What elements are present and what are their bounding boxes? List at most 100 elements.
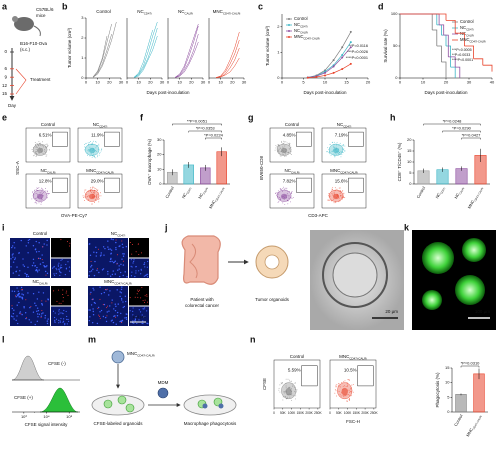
event-dot [41,187,42,189]
x-axis-title: Days post-inoculation [146,90,190,95]
scale-bar-label: 100 μm [133,314,147,319]
x-tick-label: 10 [136,80,141,85]
organoid-icon [125,403,135,413]
nucleus [65,263,67,266]
event-dot [84,200,85,202]
event-dot [288,143,290,145]
nucleus [12,253,14,255]
nucleus [103,254,105,256]
nucleus [112,321,115,324]
event-dot [275,192,276,194]
nucleus [132,320,134,322]
event-dot [342,145,344,147]
event-dot [328,193,330,194]
event-dot [84,146,86,148]
event-dot [276,146,278,148]
survival-step [436,45,442,62]
signal [115,239,117,241]
tumor-curve [174,25,199,78]
event-dot [43,195,45,197]
event-dot [337,152,339,154]
plot-title: NCCD47i [337,122,352,128]
legend-label: Control [460,19,474,24]
event-dot [289,386,291,388]
event-dot [338,144,340,146]
nucleus [141,322,143,325]
event-dot [100,195,102,197]
nucleus [22,264,24,266]
nucleus [40,315,42,317]
x-axis-title: FSC-H [346,419,360,424]
event-dot [92,190,94,192]
nucleus [145,275,147,277]
nucleus [143,262,146,264]
nucleus [116,289,118,291]
signal [141,287,143,289]
tumor-curve [215,39,240,78]
image-title: NCCALRi [33,279,48,285]
event-dot [41,198,43,200]
nucleus [18,296,20,298]
nucleus [36,271,39,273]
event-dot [34,189,36,191]
event-dot [33,154,35,156]
event-dot [42,189,44,190]
x-tick-label: 10 [177,80,182,85]
event-dot [281,141,283,143]
p-value: *P=0.0353 [196,126,216,131]
nucleus [107,248,110,250]
event-dot [45,151,46,153]
event-dot [278,190,279,192]
nucleus [30,321,32,323]
mean-point [324,71,326,74]
y-axis-title: OVA⁺ macrophage (%) [147,138,152,185]
nucleus [31,264,34,267]
nucleus [121,243,124,246]
nucleus [11,254,14,256]
signal [41,300,43,302]
p-value: **P=0.0051 [187,119,208,124]
x-tick-label-main: MNC [208,199,217,209]
legend-swatch [288,30,290,32]
nucleus [25,274,28,276]
x-tick-label-sub: CALRi [202,186,209,195]
nucleus [28,238,31,241]
event-dot [291,192,292,194]
event-dot [288,198,290,200]
population-core [281,193,288,200]
nucleus [138,319,140,321]
nucleus [21,293,23,295]
nucleus [122,264,125,266]
x-tick-label: 0 [399,80,402,85]
legend-label: NCCALRi [294,28,308,34]
nucleus [64,322,66,325]
nucleus [119,291,121,293]
event-dot [295,395,297,397]
nucleus [109,260,111,263]
gate [104,131,120,147]
event-dot [99,152,101,154]
legend-label: CFSE (-) [48,361,66,366]
flow-frame [269,127,315,163]
survival-step [482,64,493,72]
nucleus [63,309,65,312]
nucleus [113,308,115,310]
population-core [285,387,292,396]
nucleus [46,320,49,322]
survival-step [441,61,447,78]
plot-title-sub: CD47i [343,124,351,128]
event-dot [288,197,290,199]
nucleus [121,319,124,322]
significance-bracket [461,137,481,140]
x-tick-label: 0 [208,80,211,85]
event-dot [333,146,334,148]
event-dot [294,390,296,392]
event-dot [91,156,93,158]
nucleus [100,252,102,254]
day-label: 0 [4,49,7,54]
event-dot [89,155,91,157]
day-label: 6 [4,66,7,71]
nucleus [142,308,144,310]
survival-step [455,32,465,46]
event-dot [335,386,337,388]
